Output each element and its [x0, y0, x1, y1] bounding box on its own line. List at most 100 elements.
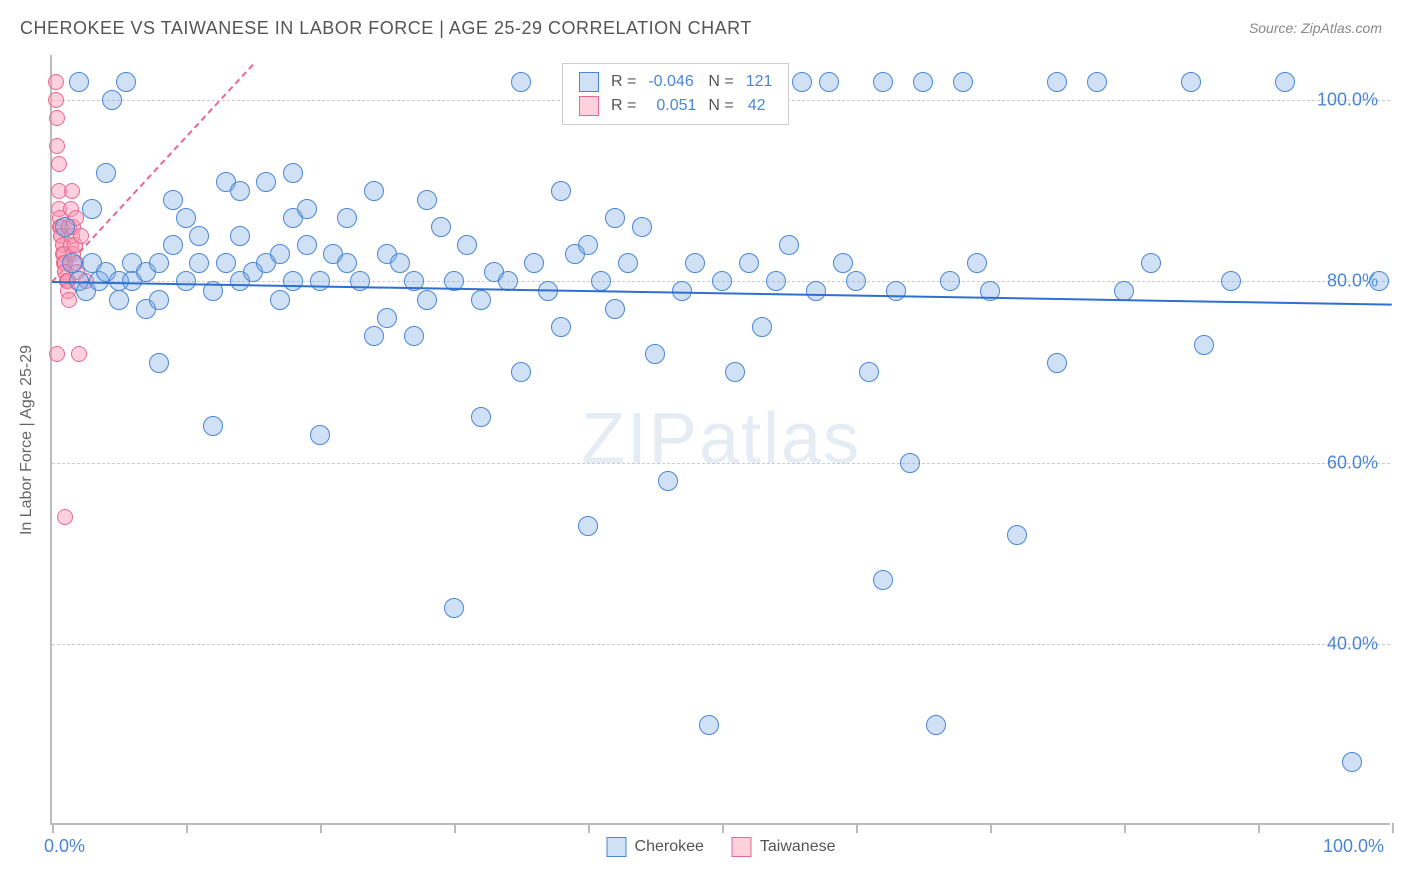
scatter-point-cherokee	[444, 598, 464, 618]
scatter-point-cherokee	[404, 326, 424, 346]
x-tick	[1124, 823, 1126, 833]
scatter-point-cherokee	[953, 72, 973, 92]
scatter-point-cherokee	[792, 72, 812, 92]
scatter-point-cherokee	[1369, 271, 1389, 291]
scatter-point-cherokee	[270, 244, 290, 264]
y-tick-label: 60.0%	[1327, 452, 1378, 473]
scatter-point-cherokee	[176, 271, 196, 291]
scatter-point-cherokee	[658, 471, 678, 491]
correlation-legend: R = -0.046 N = 121 R = 0.051 N = 42	[562, 63, 789, 125]
x-tick	[1258, 823, 1260, 833]
scatter-point-cherokee	[605, 299, 625, 319]
scatter-point-cherokee	[350, 271, 370, 291]
scatter-point-cherokee	[873, 570, 893, 590]
scatter-point-taiwanese	[73, 228, 89, 244]
scatter-point-cherokee	[69, 72, 89, 92]
swatch-taiwanese	[579, 96, 599, 116]
y-tick-label: 40.0%	[1327, 633, 1378, 654]
scatter-point-cherokee	[149, 290, 169, 310]
scatter-point-cherokee	[900, 453, 920, 473]
scatter-point-cherokee	[1221, 271, 1241, 291]
x-tick	[1392, 823, 1394, 833]
scatter-point-cherokee	[1047, 72, 1067, 92]
scatter-point-cherokee	[1007, 525, 1027, 545]
r-label: R =	[605, 70, 642, 94]
n-label: N =	[702, 70, 739, 94]
scatter-point-cherokee	[337, 253, 357, 273]
x-tick	[320, 823, 322, 833]
scatter-point-cherokee	[102, 90, 122, 110]
scatter-point-cherokee	[417, 190, 437, 210]
series-legend: Cherokee Taiwanese	[607, 837, 836, 857]
scatter-point-cherokee	[270, 290, 290, 310]
legend-item-taiwanese: Taiwanese	[732, 837, 836, 857]
scatter-point-cherokee	[377, 308, 397, 328]
scatter-point-cherokee	[632, 217, 652, 237]
swatch-cherokee	[579, 72, 599, 92]
x-label-min: 0.0%	[44, 836, 85, 857]
gridline	[52, 644, 1390, 645]
scatter-point-cherokee	[578, 235, 598, 255]
scatter-point-cherokee	[431, 217, 451, 237]
scatter-point-cherokee	[109, 290, 129, 310]
x-tick	[588, 823, 590, 833]
scatter-point-cherokee	[672, 281, 692, 301]
scatter-point-cherokee	[364, 181, 384, 201]
scatter-point-cherokee	[1087, 72, 1107, 92]
corr-row-cherokee: R = -0.046 N = 121	[573, 70, 778, 94]
scatter-point-cherokee	[752, 317, 772, 337]
scatter-point-cherokee	[926, 715, 946, 735]
legend-item-cherokee: Cherokee	[607, 837, 704, 857]
scatter-point-cherokee	[55, 217, 75, 237]
watermark-zip: ZIP	[581, 399, 699, 479]
scatter-point-taiwanese	[48, 92, 64, 108]
scatter-point-cherokee	[189, 226, 209, 246]
scatter-point-cherokee	[913, 72, 933, 92]
scatter-point-cherokee	[886, 281, 906, 301]
scatter-point-taiwanese	[64, 183, 80, 199]
scatter-point-cherokee	[82, 199, 102, 219]
scatter-point-cherokee	[116, 72, 136, 92]
scatter-point-cherokee	[176, 208, 196, 228]
scatter-point-cherokee	[551, 317, 571, 337]
scatter-point-cherokee	[833, 253, 853, 273]
plot-area: Cherokee Taiwanese 0.0% 100.0% 40.0%60.0…	[50, 55, 1390, 825]
scatter-point-cherokee	[310, 425, 330, 445]
scatter-point-cherokee	[1194, 335, 1214, 355]
scatter-point-taiwanese	[57, 509, 73, 525]
watermark-atlas: atlas	[699, 399, 861, 479]
scatter-point-cherokee	[1181, 72, 1201, 92]
scatter-point-cherokee	[1047, 353, 1067, 373]
scatter-point-cherokee	[96, 163, 116, 183]
scatter-point-cherokee	[511, 362, 531, 382]
scatter-point-cherokee	[1275, 72, 1295, 92]
scatter-point-cherokee	[806, 281, 826, 301]
y-tick-label: 100.0%	[1317, 90, 1378, 111]
scatter-point-cherokee	[685, 253, 705, 273]
n-value-taiwanese: 42	[740, 94, 779, 118]
r-value-taiwanese: 0.051	[642, 94, 702, 118]
scatter-point-cherokee	[578, 516, 598, 536]
scatter-point-cherokee	[725, 362, 745, 382]
scatter-point-cherokee	[203, 416, 223, 436]
r-value-cherokee: -0.046	[642, 70, 702, 94]
x-label-max: 100.0%	[1323, 836, 1384, 857]
scatter-point-cherokee	[163, 190, 183, 210]
scatter-point-cherokee	[511, 72, 531, 92]
legend-label-cherokee: Cherokee	[635, 838, 704, 856]
scatter-point-cherokee	[1342, 752, 1362, 772]
scatter-point-cherokee	[230, 226, 250, 246]
scatter-point-taiwanese	[61, 292, 77, 308]
source-label: Source: ZipAtlas.com	[1249, 20, 1382, 36]
scatter-point-cherokee	[230, 181, 250, 201]
scatter-point-taiwanese	[48, 74, 64, 90]
scatter-point-cherokee	[471, 407, 491, 427]
chart-container: CHEROKEE VS TAIWANESE IN LABOR FORCE | A…	[0, 0, 1406, 892]
scatter-point-cherokee	[163, 235, 183, 255]
x-tick	[52, 823, 54, 833]
scatter-point-cherokee	[551, 181, 571, 201]
swatch-taiwanese-icon	[732, 837, 752, 857]
watermark: ZIPatlas	[581, 398, 861, 480]
scatter-point-cherokee	[699, 715, 719, 735]
scatter-point-taiwanese	[49, 346, 65, 362]
